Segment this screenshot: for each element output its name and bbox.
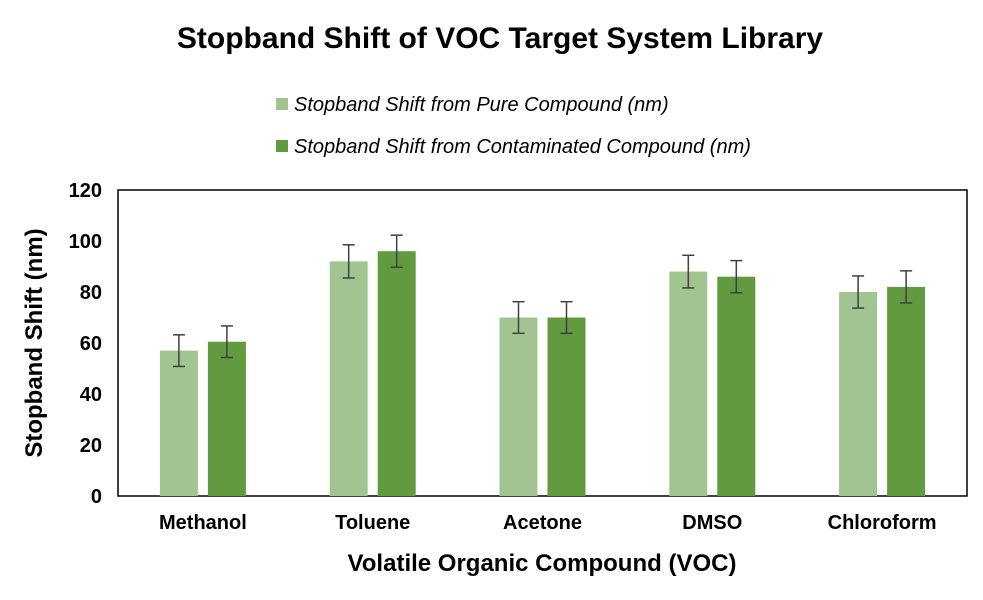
error-bars [172,234,913,368]
bar-methanol-series-2 [207,341,246,496]
bar-methanol-series-1 [159,350,198,496]
legend-label-pure: Stopband Shift from Pure Compound (nm) [294,94,669,116]
x-tick-label: DMSO [682,512,742,534]
plot-area [117,189,968,497]
x-axis: Methanol Toluene Acetone DMSO Chloroform [159,512,937,534]
legend-label-contaminated: Stopband Shift from Contaminated Compoun… [294,136,751,158]
legend-swatch-contaminated [276,140,288,152]
legend: Stopband Shift from Pure Compound (nm) S… [276,94,751,158]
y-tick-label: 60 [80,333,102,355]
bar-acetone-series-1 [499,317,538,496]
y-tick-label: 100 [69,231,102,253]
y-axis: 0 20 40 60 80 100 120 [69,180,102,508]
y-tick-label: 120 [69,180,102,202]
y-axis-title: Stopband Shift (nm) [21,228,48,457]
bar-dmso-series-2 [717,276,756,496]
bars [159,251,926,496]
x-tick-label: Acetone [503,512,582,534]
x-axis-title: Volatile Organic Compound (VOC) [348,550,737,577]
bar-chloroform-series-1 [839,292,878,496]
y-tick-label: 20 [80,435,102,457]
x-tick-label: Toluene [335,512,410,534]
legend-swatch-pure [276,98,288,110]
bar-chloroform-series-2 [887,286,926,496]
x-tick-label: Chloroform [828,512,937,534]
y-tick-label: 40 [80,384,102,406]
bar-toluene-series-2 [377,251,416,496]
y-tick-label: 80 [80,282,102,304]
x-tick-label: Methanol [159,512,247,534]
bar-acetone-series-2 [547,317,586,496]
bar-toluene-series-1 [329,261,368,496]
bar-dmso-series-1 [669,271,708,496]
chart-title: Stopband Shift of VOC Target System Libr… [177,22,824,55]
y-tick-label: 0 [91,486,102,508]
